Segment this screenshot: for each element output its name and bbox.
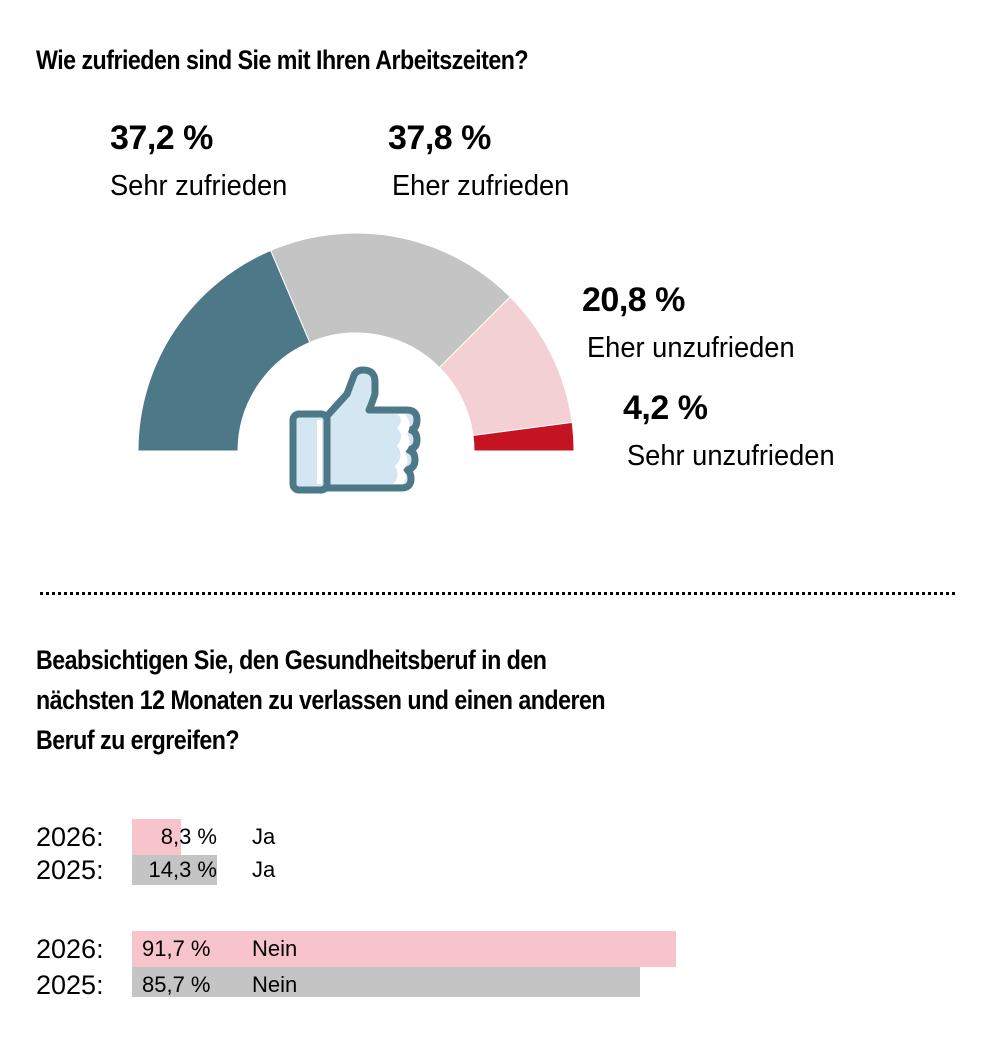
bar	[132, 931, 676, 967]
bar-value-label: 85,7 %	[142, 972, 211, 997]
thumbs-up-icon	[289, 366, 421, 494]
year-label: 2026:	[36, 822, 104, 852]
gauge-slice-sehr-zufrieden	[137, 249, 311, 452]
bar	[132, 855, 217, 885]
bar	[132, 819, 182, 855]
slice-category-label: Sehr unzufrieden	[627, 440, 835, 472]
bar-row: 2026: 8,3 % Ja	[0, 819, 988, 855]
year-label: 2025:	[36, 855, 104, 885]
bar-chart-title: Beabsichtigen Sie, den Gesundheitsberuf …	[36, 640, 606, 760]
slice-value-label: 37,8 %	[388, 119, 491, 157]
gauge-slice-eher-zufrieden	[270, 232, 511, 369]
slice-category-label: Eher zufrieden	[392, 170, 570, 202]
bar-answer-label: Ja	[252, 857, 276, 882]
bar-chart-title-line: nächsten 12 Monaten zu verlassen und ein…	[36, 685, 606, 715]
slice-value-label: 37,2 %	[110, 119, 213, 157]
year-label: 2025:	[36, 970, 104, 1000]
bar-value-label: 91,7 %	[142, 936, 211, 961]
bar-answer-label: Ja	[252, 824, 276, 849]
section-divider	[40, 592, 955, 595]
gauge-slice-sehr-unzufrieden	[472, 421, 575, 452]
gauge-chart-title: Wie zufrieden sind Sie mit Ihren Arbeits…	[36, 45, 529, 75]
bar-answer-label: Nein	[252, 972, 298, 997]
bar-row: 2025: 14,3 % Ja	[0, 855, 988, 885]
slice-value-label: 20,8 %	[582, 281, 685, 319]
bar-value-label: 8,3 %	[160, 824, 217, 849]
year-label: 2026:	[36, 934, 104, 964]
bar-row: 2025: 85,7 % Nein	[0, 967, 988, 1000]
bar-chart-title-line: Beabsichtigen Sie, den Gesundheitsberuf …	[36, 645, 547, 675]
bar	[132, 967, 641, 997]
half-donut-chart	[137, 232, 575, 494]
bar-value-label: 14,3 %	[148, 857, 218, 882]
slice-category-label: Eher unzufrieden	[587, 332, 795, 364]
bar-chart-title-line: Beruf zu ergreifen?	[36, 725, 240, 755]
slice-value-label: 4,2 %	[623, 389, 708, 427]
slice-category-label: Sehr zufrieden	[110, 170, 288, 202]
bar-answer-label: Nein	[252, 936, 298, 961]
bar-row: 2026: 91,7 % Nein	[0, 931, 988, 967]
